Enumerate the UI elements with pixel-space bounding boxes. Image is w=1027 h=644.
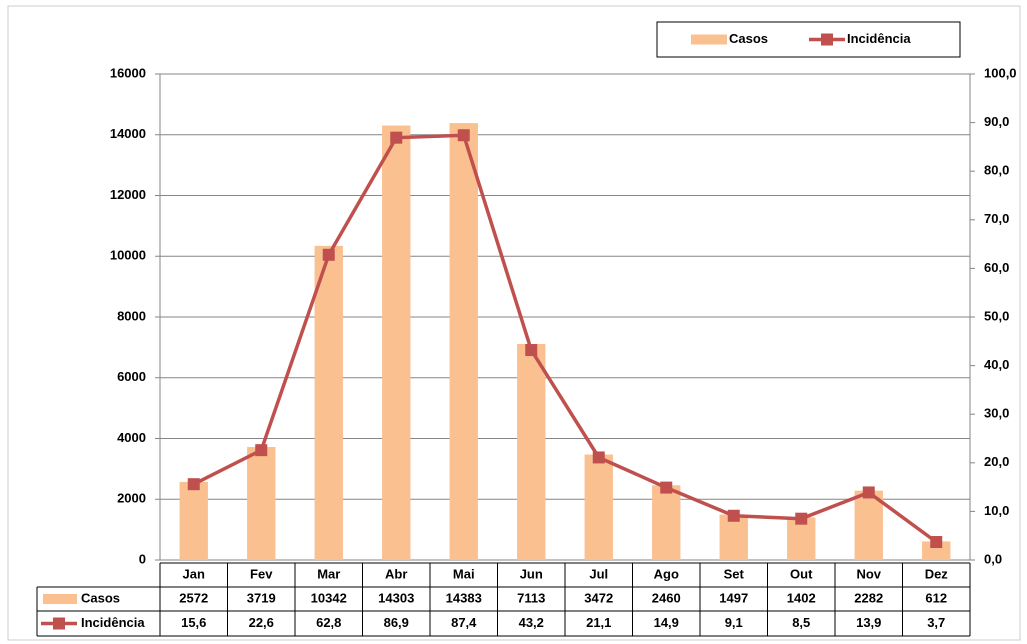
table-cell: 3719	[247, 590, 276, 605]
table-cell: 87,4	[451, 615, 477, 630]
chart-border	[7, 5, 1021, 641]
table-cell: 21,1	[586, 615, 611, 630]
table-cell: 1497	[719, 590, 748, 605]
x-tick-label: Nov	[856, 566, 881, 581]
table-cell: 8,5	[792, 615, 810, 630]
y-tick-label: 8000	[117, 308, 146, 323]
table-cell: 1402	[787, 590, 816, 605]
y2-tick-label: 60,0	[984, 260, 1009, 275]
table-cell: 15,6	[181, 615, 206, 630]
table-cell: 3,7	[927, 615, 945, 630]
bar	[652, 485, 681, 560]
y2-tick-label: 20,0	[984, 454, 1009, 469]
y2-tick-label: 90,0	[984, 114, 1009, 129]
bar	[517, 343, 546, 560]
y-tick-label: 10000	[110, 248, 146, 263]
line-marker	[322, 248, 335, 261]
table-row-label: Casos	[81, 590, 120, 605]
table-cell: 14,9	[654, 615, 679, 630]
bar	[584, 454, 613, 560]
bar	[449, 123, 478, 560]
table-cell: 13,9	[856, 615, 881, 630]
line-marker	[525, 344, 538, 357]
legend-label: Casos	[729, 31, 768, 46]
line-marker	[187, 478, 200, 491]
y2-tick-label: 80,0	[984, 163, 1009, 178]
table-cell: 22,6	[249, 615, 274, 630]
line-marker	[727, 509, 740, 522]
line-marker	[862, 486, 875, 499]
bar	[719, 514, 748, 560]
x-tick-label: Dez	[925, 566, 949, 581]
y-tick-label: 12000	[110, 187, 146, 202]
y2-tick-label: 100,0	[984, 65, 1017, 80]
legend-key	[821, 33, 833, 46]
bar	[922, 541, 951, 560]
x-tick-label: Jul	[589, 566, 608, 581]
y2-tick-label: 70,0	[984, 211, 1009, 226]
y-tick-label: 16000	[110, 65, 146, 80]
x-tick-label: Jun	[520, 566, 543, 581]
y-tick-label: 2000	[117, 491, 146, 506]
table-cell: 2282	[854, 590, 883, 605]
x-tick-label: Jan	[183, 566, 205, 581]
y2-tick-label: 30,0	[984, 406, 1009, 421]
y2-tick-label: 10,0	[984, 503, 1009, 518]
y-tick-label: 14000	[110, 126, 146, 141]
line-marker	[592, 451, 605, 464]
bar	[247, 447, 276, 560]
x-tick-label: Set	[724, 566, 745, 581]
table-cell: 10342	[311, 590, 347, 605]
line	[192, 133, 938, 544]
table-cell: 9,1	[725, 615, 743, 630]
table-cell: 2460	[652, 590, 681, 605]
table-cell: 7113	[517, 590, 545, 605]
x-tick-label: Fev	[250, 566, 273, 581]
line-marker	[457, 129, 470, 142]
line-marker	[255, 444, 268, 457]
table-cell: 62,8	[316, 615, 341, 630]
bar	[854, 490, 883, 560]
line-marker	[795, 512, 808, 525]
x-tick-label: Mar	[317, 566, 340, 581]
table-key	[53, 617, 65, 630]
x-tick-label: Mai	[453, 566, 475, 581]
table-cell: 43,2	[519, 615, 544, 630]
table-cell: 86,9	[384, 615, 409, 630]
y-tick-label: 0	[139, 551, 146, 566]
y-tick-label: 6000	[117, 369, 146, 384]
bar	[179, 481, 208, 560]
bar	[314, 245, 343, 560]
table-cell: 3472	[584, 590, 613, 605]
y-tick-label: 4000	[117, 430, 146, 445]
line-marker	[660, 481, 673, 494]
table-row-label: Incidência	[81, 615, 145, 630]
x-tick-label: Out	[790, 566, 813, 581]
x-tick-label: Abr	[385, 566, 407, 581]
table-cell: 612	[925, 590, 947, 605]
line-marker	[390, 131, 403, 144]
table-cell: 2572	[179, 590, 208, 605]
line-marker	[930, 536, 943, 549]
table-cell: 14383	[446, 590, 482, 605]
legend-key	[691, 34, 727, 45]
bar	[382, 125, 411, 560]
legend-label: Incidência	[847, 31, 911, 46]
y2-tick-label: 0,0	[984, 551, 1002, 566]
table-cell: 14303	[378, 590, 414, 605]
y2-tick-label: 50,0	[984, 308, 1009, 323]
x-tick-label: Ago	[654, 566, 679, 581]
y2-tick-label: 40,0	[984, 357, 1009, 372]
table-key	[43, 594, 77, 604]
